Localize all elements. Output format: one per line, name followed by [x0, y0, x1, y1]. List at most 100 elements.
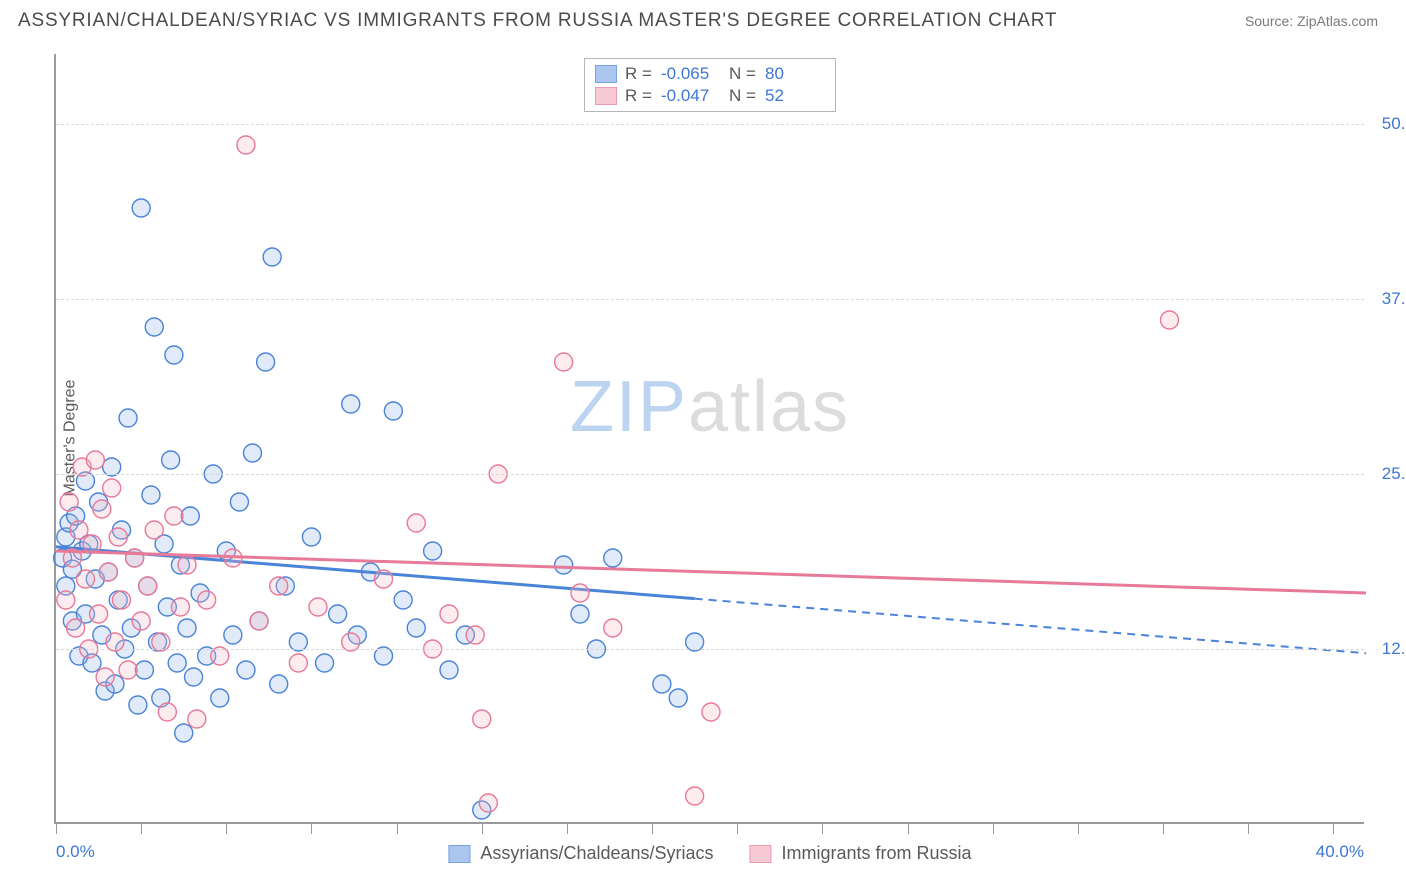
data-point	[162, 451, 180, 469]
scatter-svg	[56, 54, 1366, 824]
x-tick	[737, 822, 738, 834]
x-tick	[908, 822, 909, 834]
data-point	[99, 563, 117, 581]
trend-line	[56, 551, 1366, 593]
chart-container: Master's Degree ZIPatlas R = -0.065 N = …	[54, 54, 1364, 824]
x-tick	[397, 822, 398, 834]
r-value-blue: -0.065	[661, 64, 721, 84]
gridline	[56, 649, 1364, 650]
swatch-pink	[595, 87, 617, 105]
data-point	[375, 570, 393, 588]
x-tick	[567, 822, 568, 834]
data-point	[237, 661, 255, 679]
data-point	[93, 500, 111, 518]
data-point	[289, 654, 307, 672]
data-point	[571, 584, 589, 602]
data-point	[165, 346, 183, 364]
x-tick	[226, 822, 227, 834]
data-point	[109, 528, 127, 546]
data-point	[142, 486, 160, 504]
data-point	[139, 577, 157, 595]
data-point	[168, 654, 186, 672]
x-tick	[56, 822, 57, 834]
x-axis-max-label: 40.0%	[1316, 842, 1364, 862]
x-tick	[1333, 822, 1334, 834]
y-tick-label: 25.0%	[1382, 464, 1406, 484]
data-point	[119, 409, 137, 427]
x-tick	[482, 822, 483, 834]
n-value-pink: 52	[765, 86, 825, 106]
data-point	[70, 521, 88, 539]
data-point	[440, 661, 458, 679]
data-point	[669, 689, 687, 707]
x-tick	[141, 822, 142, 834]
data-point	[702, 703, 720, 721]
n-value-blue: 80	[765, 64, 825, 84]
gridline	[56, 299, 1364, 300]
legend-item-blue: Assyrians/Chaldeans/Syriacs	[448, 843, 713, 864]
data-point	[129, 696, 147, 714]
data-point	[466, 626, 484, 644]
data-point	[384, 402, 402, 420]
data-point	[113, 591, 131, 609]
data-point	[96, 668, 114, 686]
n-label: N =	[729, 86, 757, 106]
data-point	[178, 556, 196, 574]
data-point	[67, 619, 85, 637]
bottom-legend: Assyrians/Chaldeans/Syriacs Immigrants f…	[448, 843, 971, 864]
data-point	[145, 521, 163, 539]
data-point	[132, 612, 150, 630]
y-tick-label: 12.5%	[1382, 639, 1406, 659]
x-tick	[311, 822, 312, 834]
stats-legend: R = -0.065 N = 80 R = -0.047 N = 52	[584, 58, 836, 112]
stats-row-pink: R = -0.047 N = 52	[595, 85, 825, 107]
data-point	[103, 479, 121, 497]
y-tick-label: 50.0%	[1382, 114, 1406, 134]
gridline	[56, 474, 1364, 475]
header: ASSYRIAN/CHALDEAN/SYRIAC VS IMMIGRANTS F…	[0, 0, 1406, 38]
data-point	[270, 675, 288, 693]
data-point	[302, 528, 320, 546]
data-point	[424, 542, 442, 560]
source-label: Source: ZipAtlas.com	[1245, 13, 1378, 29]
data-point	[76, 570, 94, 588]
data-point	[555, 556, 573, 574]
swatch-blue	[448, 845, 470, 863]
data-point	[407, 514, 425, 532]
x-tick	[1078, 822, 1079, 834]
data-point	[555, 353, 573, 371]
data-point	[211, 689, 229, 707]
data-point	[604, 549, 622, 567]
data-point	[135, 661, 153, 679]
swatch-pink	[750, 845, 772, 863]
data-point	[571, 605, 589, 623]
r-label: R =	[625, 86, 653, 106]
data-point	[60, 493, 78, 511]
stats-row-blue: R = -0.065 N = 80	[595, 63, 825, 85]
data-point	[686, 787, 704, 805]
x-tick	[652, 822, 653, 834]
data-point	[224, 626, 242, 644]
data-point	[175, 724, 193, 742]
data-point	[479, 794, 497, 812]
r-value-pink: -0.047	[661, 86, 721, 106]
data-point	[90, 605, 108, 623]
x-tick	[1248, 822, 1249, 834]
data-point	[185, 668, 203, 686]
data-point	[237, 136, 255, 154]
swatch-blue	[595, 65, 617, 83]
x-tick	[1163, 822, 1164, 834]
data-point	[309, 598, 327, 616]
data-point	[316, 654, 334, 672]
data-point	[188, 710, 206, 728]
data-point	[263, 248, 281, 266]
data-point	[83, 535, 101, 553]
data-point	[342, 395, 360, 413]
data-point	[57, 591, 75, 609]
x-tick	[993, 822, 994, 834]
data-point	[171, 598, 189, 616]
trend-line-dashed	[695, 599, 1366, 654]
data-point	[86, 451, 104, 469]
data-point	[181, 507, 199, 525]
r-label: R =	[625, 64, 653, 84]
